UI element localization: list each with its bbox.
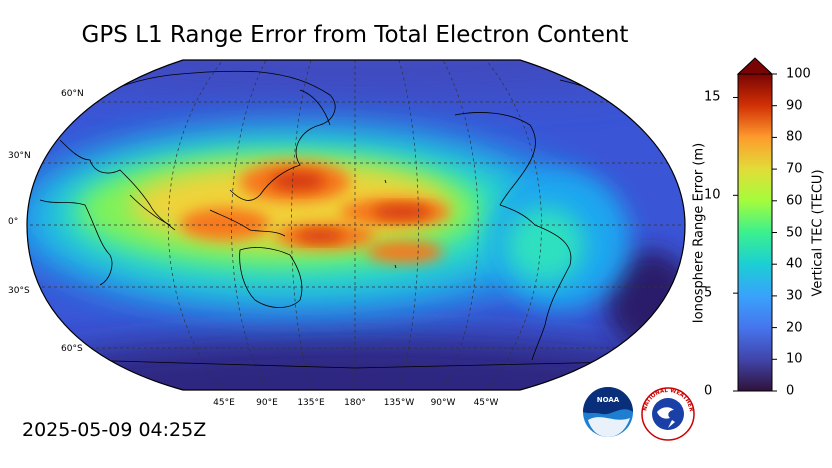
- lat-label-30s: 30°S: [8, 286, 30, 296]
- colorbar-left-tick-label: 5: [704, 285, 713, 301]
- lat-label-0: 0°: [8, 217, 19, 227]
- colorbar-extend-arrow: [736, 57, 774, 75]
- colorbar-right-tick-label: 20: [786, 320, 803, 336]
- colorbar-right-label: Vertical TEC (TECU): [810, 169, 826, 297]
- noaa-logo: NOAA: [583, 387, 633, 437]
- coastlines: [39, 70, 621, 369]
- lat-label-30n: 30°N: [8, 151, 31, 161]
- colorbar-right-tick-label: 30: [786, 288, 803, 304]
- agency-logos: NOAA NATIONAL WEATHER SERVICE: [582, 384, 695, 441]
- colorbar-right-tick-label: 50: [786, 225, 803, 240]
- colorbar-right-tick-label: 100: [786, 66, 811, 82]
- lon-label-135e: 135°E: [297, 398, 325, 408]
- map-title: GPS L1 Range Error from Total Electron C…: [81, 22, 629, 48]
- colorbar-left-label: Ionosphere Range Error (m): [691, 142, 707, 324]
- colorbar: [733, 57, 777, 392]
- colorbar-right-tick-label: 80: [786, 129, 803, 145]
- colorbar-right-tick-label: 90: [786, 98, 803, 114]
- colorbar-left-tick-label: 10: [704, 187, 721, 203]
- lon-label-45w: 45°W: [473, 398, 499, 408]
- lat-label-60n: 60°N: [61, 89, 84, 99]
- colorbar-left-tick-label: 15: [704, 89, 721, 105]
- graticule-lines: [27, 60, 685, 390]
- colorbar-right-tick-label: 10: [786, 351, 803, 367]
- lon-label-135w: 135°W: [383, 398, 415, 408]
- colorbar-right-tick-label: 40: [786, 256, 803, 272]
- lat-label-60s: 60°S: [61, 344, 83, 354]
- colorbar-right-tick-label: 60: [786, 193, 803, 209]
- colorbar-gradient: [737, 73, 773, 392]
- noaa-logo-text: NOAA: [597, 396, 620, 404]
- colorbar-left-tick-label: 0: [704, 383, 713, 399]
- colorbar-right-tick-label: 0: [786, 383, 795, 399]
- colorbar-right-tick-label: 70: [786, 161, 803, 177]
- timestamp: 2025-05-09 04:25Z: [22, 419, 207, 441]
- lon-label-180: 180°: [344, 398, 366, 408]
- lon-label-90e: 90°E: [256, 398, 278, 408]
- tec-map: [26, 59, 686, 391]
- globe-outline: [26, 59, 686, 391]
- lon-label-45e: 45°E: [213, 398, 235, 408]
- lon-label-90w: 90°W: [430, 398, 456, 408]
